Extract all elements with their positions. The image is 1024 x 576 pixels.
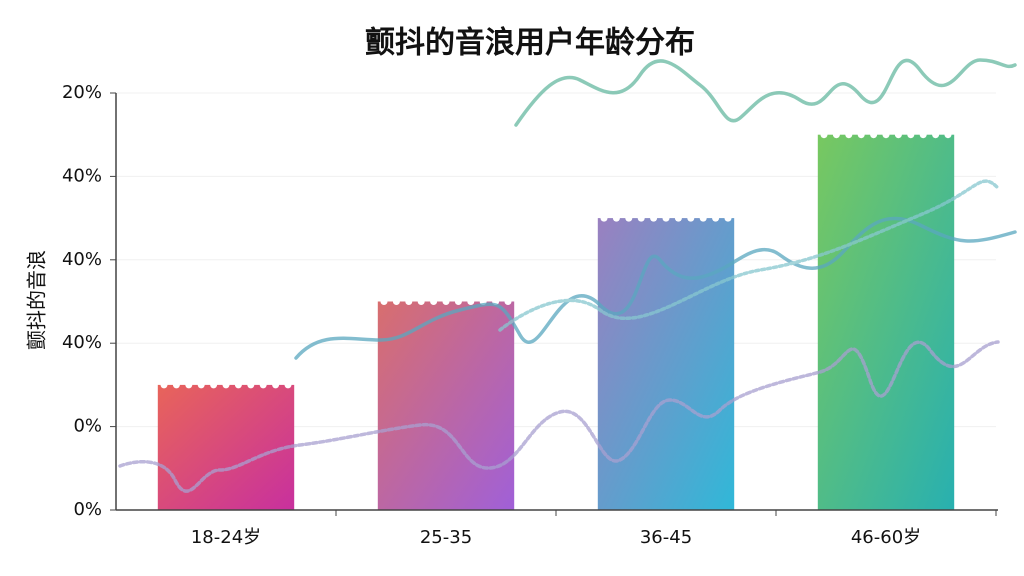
bar [377, 301, 515, 510]
y-tick-label: 0% [73, 499, 102, 520]
decorative-waves [118, 58, 1017, 493]
chart-title: 颤抖的音浪用户年龄分布 [365, 26, 695, 61]
wave [514, 58, 1017, 127]
y-tick-label: 40% [62, 249, 102, 270]
x-tick-label: 46-60岁 [851, 527, 921, 548]
wave [498, 179, 1000, 332]
bar [157, 384, 295, 510]
y-axis-label: 颤抖的音浪 [25, 250, 49, 350]
bar [817, 134, 955, 510]
y-tick-label: 0% [73, 416, 102, 437]
y-tick-label: 40% [62, 332, 102, 353]
y-tick-label: 20% [62, 82, 102, 103]
x-tick-label: 36-45 [640, 527, 692, 548]
wave [118, 340, 1000, 493]
x-tick-label: 18-24岁 [191, 527, 261, 548]
wave [294, 216, 1017, 360]
y-tick-label: 40% [62, 165, 102, 186]
bar [597, 218, 735, 510]
x-tick-label: 25-35 [420, 527, 472, 548]
